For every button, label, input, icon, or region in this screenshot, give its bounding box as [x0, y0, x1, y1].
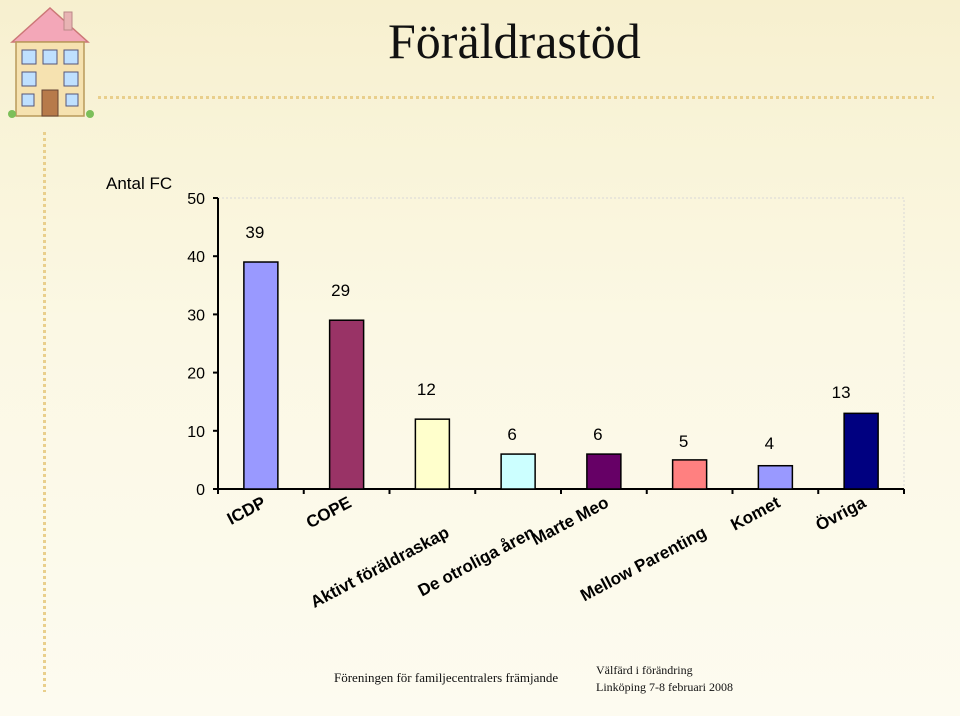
y-axis-label: Antal FC	[106, 174, 172, 193]
y-tick-label: 40	[187, 249, 205, 266]
data-label: 13	[832, 383, 851, 402]
decorative-horizontal-line	[98, 96, 934, 99]
bar	[757, 464, 794, 490]
category-label: ICDP	[224, 493, 269, 529]
category-label: Aktivt föräldraskap	[307, 523, 452, 612]
data-label: 29	[331, 281, 350, 300]
y-tick-label: 30	[187, 307, 205, 324]
data-label: 12	[417, 380, 436, 399]
footer-event-date: Linköping 7-8 februari 2008	[596, 680, 733, 694]
bar	[671, 459, 708, 490]
category-label: COPE	[303, 493, 354, 532]
footer-event: Välfärd i förändring Linköping 7-8 febru…	[596, 662, 733, 696]
bar	[586, 453, 622, 490]
category-label: Övriga	[813, 493, 870, 535]
bar	[843, 412, 879, 490]
data-label: 6	[593, 425, 602, 444]
footer-event-title: Välfärd i förändring	[596, 663, 693, 677]
y-tick-label: 50	[187, 191, 205, 208]
data-label: 4	[765, 434, 774, 453]
bar	[414, 418, 451, 490]
slide-title: Föräldrastöd	[388, 13, 641, 69]
footer-organization: Föreningen för familjecentralers främjan…	[334, 670, 559, 685]
data-label: 39	[245, 223, 264, 242]
data-label: 5	[679, 432, 688, 451]
y-tick-label: 10	[187, 424, 205, 441]
data-label: 6	[507, 425, 516, 444]
category-label: Marte Meo	[529, 493, 612, 549]
decorative-vertical-line	[43, 132, 46, 692]
category-label: Mellow Parenting	[577, 523, 709, 605]
bar	[243, 261, 279, 490]
bar	[500, 453, 536, 490]
y-tick-label: 20	[187, 366, 205, 383]
category-label: Komet	[728, 493, 784, 535]
plot-area	[217, 197, 905, 490]
bar	[328, 319, 365, 490]
y-tick-label: 0	[196, 482, 205, 499]
house-logo-icon	[8, 6, 94, 118]
